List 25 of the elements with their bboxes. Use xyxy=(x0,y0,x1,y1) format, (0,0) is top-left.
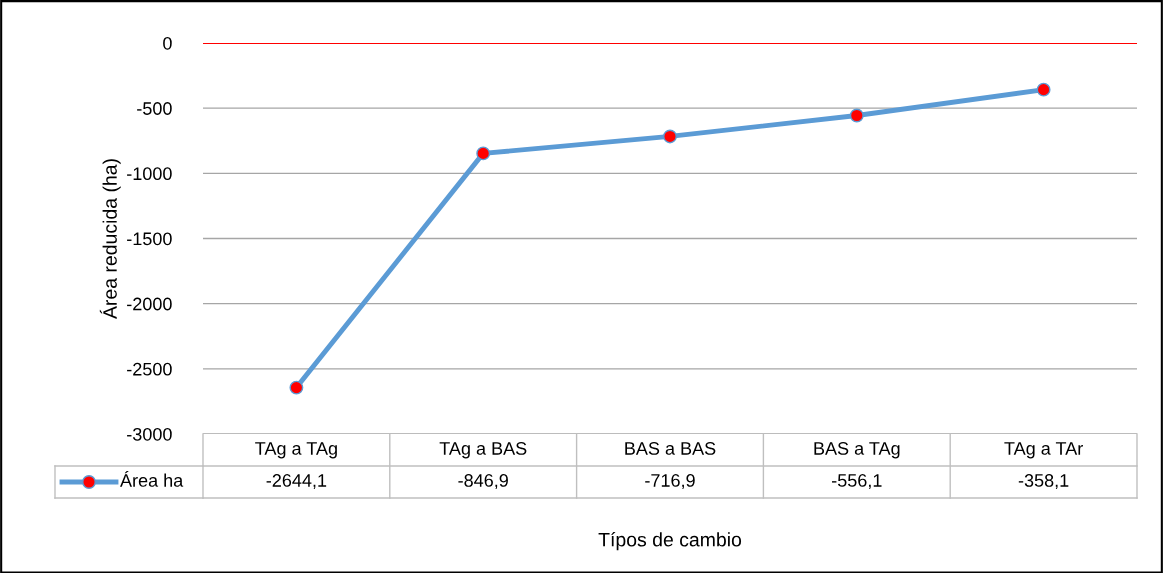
point xyxy=(1036,82,1051,97)
point xyxy=(289,380,304,395)
data-label: -846,9 xyxy=(458,474,508,489)
x-tick-label: TAg a TAg xyxy=(255,442,337,459)
y-tick-label: -1000 xyxy=(127,167,172,181)
point xyxy=(663,129,677,144)
data-label: -358,1 xyxy=(1018,474,1069,489)
data-label: -716,9 xyxy=(645,474,695,489)
y-tick-label: -2000 xyxy=(127,297,172,311)
y-tick-label: -500 xyxy=(137,102,172,115)
y-axis-title: Área reducida (ha) xyxy=(99,159,121,319)
y-tick-label: -2500 xyxy=(127,362,172,376)
y-tick-label: 0 xyxy=(163,36,172,50)
x-axis-title: Típos de cambio xyxy=(598,532,742,551)
point xyxy=(849,108,864,123)
y-tick-label: -1500 xyxy=(127,232,172,246)
x-tick-label: TAg a BAS xyxy=(439,442,527,459)
x-tick-label: BAS a BAS xyxy=(625,442,716,455)
y-tick-label: -3000 xyxy=(127,427,172,441)
point xyxy=(476,146,491,161)
data-label: -556,1 xyxy=(832,474,882,489)
x-tick-label: TAg a TAr xyxy=(1004,442,1083,459)
legend-label: Área ha xyxy=(120,471,184,487)
data-label: -2644,1 xyxy=(266,474,327,489)
x-tick-label: BAS a TAg xyxy=(814,442,900,459)
